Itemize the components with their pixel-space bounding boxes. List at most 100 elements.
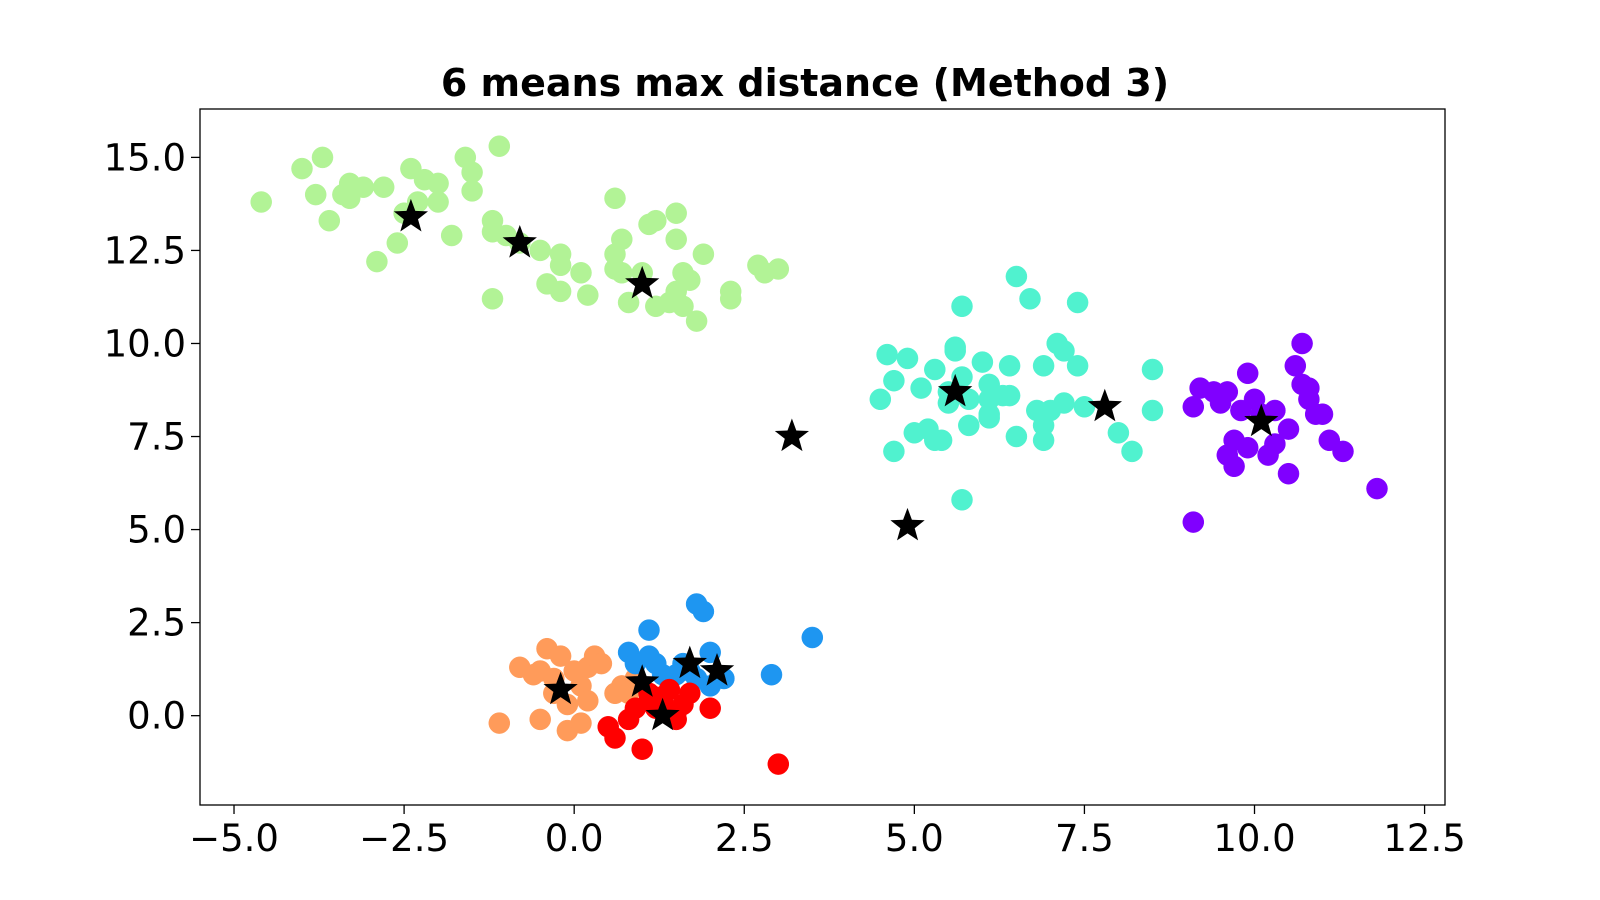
data-point <box>488 135 511 157</box>
x-tick-label: −2.5 <box>359 817 449 860</box>
x-tick-label: 2.5 <box>715 817 774 860</box>
data-point <box>760 663 783 686</box>
data-point <box>1332 440 1354 463</box>
data-point <box>461 180 483 202</box>
y-tick-label: 0.0 <box>127 695 186 738</box>
data-point <box>617 291 640 314</box>
data-point <box>665 228 687 251</box>
data-point <box>427 172 449 195</box>
data-point <box>604 187 626 210</box>
data-point <box>1141 358 1164 381</box>
data-point <box>461 161 483 184</box>
data-point <box>1291 332 1313 355</box>
data-point <box>1366 477 1388 500</box>
x-tick-label: 12.5 <box>1383 817 1465 860</box>
data-point <box>910 377 932 399</box>
data-point <box>1121 440 1143 463</box>
data-point <box>590 652 613 675</box>
data-point <box>1264 433 1286 455</box>
data-point <box>665 202 687 224</box>
centroid-star <box>625 265 660 299</box>
data-point <box>1216 381 1239 403</box>
data-point <box>883 440 905 463</box>
data-point <box>767 258 790 280</box>
data-point <box>481 288 504 310</box>
data-point <box>1019 288 1041 310</box>
data-point <box>1053 340 1075 362</box>
y-tick-label: 15.0 <box>104 136 186 179</box>
data-point <box>529 708 551 731</box>
data-point <box>488 712 511 734</box>
data-point <box>951 295 973 318</box>
y-axis: 0.0 2.5 5.0 7.5 10.0 12.5 15.0 <box>104 136 200 738</box>
data-point <box>896 347 919 370</box>
x-tick-label: 5.0 <box>885 817 944 860</box>
data-point <box>1073 396 1096 418</box>
data-point <box>1066 355 1089 377</box>
centroid-star <box>502 225 537 258</box>
data-point <box>1277 462 1300 485</box>
y-tick-label: 5.0 <box>127 509 186 552</box>
data-point <box>427 191 449 213</box>
centroid-star <box>938 373 973 407</box>
data-point <box>631 738 653 760</box>
y-tick-label: 2.5 <box>127 602 186 645</box>
y-tick-label: 12.5 <box>104 229 186 272</box>
data-point <box>1005 265 1028 288</box>
data-point <box>570 712 592 734</box>
data-point <box>577 690 599 712</box>
plot-frame <box>199 108 1446 806</box>
data-point <box>1066 291 1089 314</box>
centroid-star <box>1087 388 1122 422</box>
data-point <box>1182 511 1205 533</box>
data-point <box>951 489 973 511</box>
data-point <box>570 262 592 284</box>
data-point <box>1277 418 1300 440</box>
data-point <box>577 284 599 306</box>
data-point <box>876 343 898 366</box>
centroids-layer <box>393 198 1279 731</box>
data-point <box>645 209 667 232</box>
data-point <box>924 358 946 381</box>
centroid-star <box>645 697 680 731</box>
data-point <box>386 232 409 254</box>
data-point <box>685 310 708 332</box>
x-tick-label: −5.0 <box>189 817 279 860</box>
centroid-star <box>890 507 925 541</box>
data-point <box>1032 355 1055 377</box>
data-point <box>1005 425 1028 448</box>
data-point <box>440 224 463 247</box>
data-point <box>250 191 272 213</box>
data-point <box>801 626 824 649</box>
centroid-star <box>672 645 707 679</box>
x-axis: −5.0 −2.5 0.0 2.5 5.0 7.5 10.0 12.5 <box>189 805 1466 860</box>
data-point <box>1182 396 1205 418</box>
data-point <box>998 355 1021 377</box>
data-point <box>1311 403 1334 425</box>
data-point <box>944 336 966 358</box>
centroid-star <box>393 198 428 232</box>
data-point <box>1223 455 1245 478</box>
data-point <box>971 351 994 373</box>
data-point <box>549 280 572 303</box>
data-point <box>318 209 341 232</box>
x-tick-label: 7.5 <box>1055 817 1114 860</box>
y-tick-label: 7.5 <box>127 416 186 459</box>
chart-title: 6 means max distance (Method 3) <box>441 61 1169 105</box>
data-point <box>481 209 504 232</box>
data-point <box>311 146 334 169</box>
data-point <box>978 407 1000 429</box>
data-point <box>998 384 1021 407</box>
data-point <box>883 369 905 392</box>
data-point <box>291 157 313 180</box>
data-point <box>611 228 633 251</box>
data-point <box>1284 355 1307 377</box>
data-point <box>679 682 701 705</box>
centroid-star <box>625 664 660 697</box>
centroid-star <box>1244 403 1279 437</box>
data-point <box>679 269 701 291</box>
data-point <box>869 388 892 411</box>
data-point <box>1236 436 1259 459</box>
data-point <box>338 187 361 210</box>
